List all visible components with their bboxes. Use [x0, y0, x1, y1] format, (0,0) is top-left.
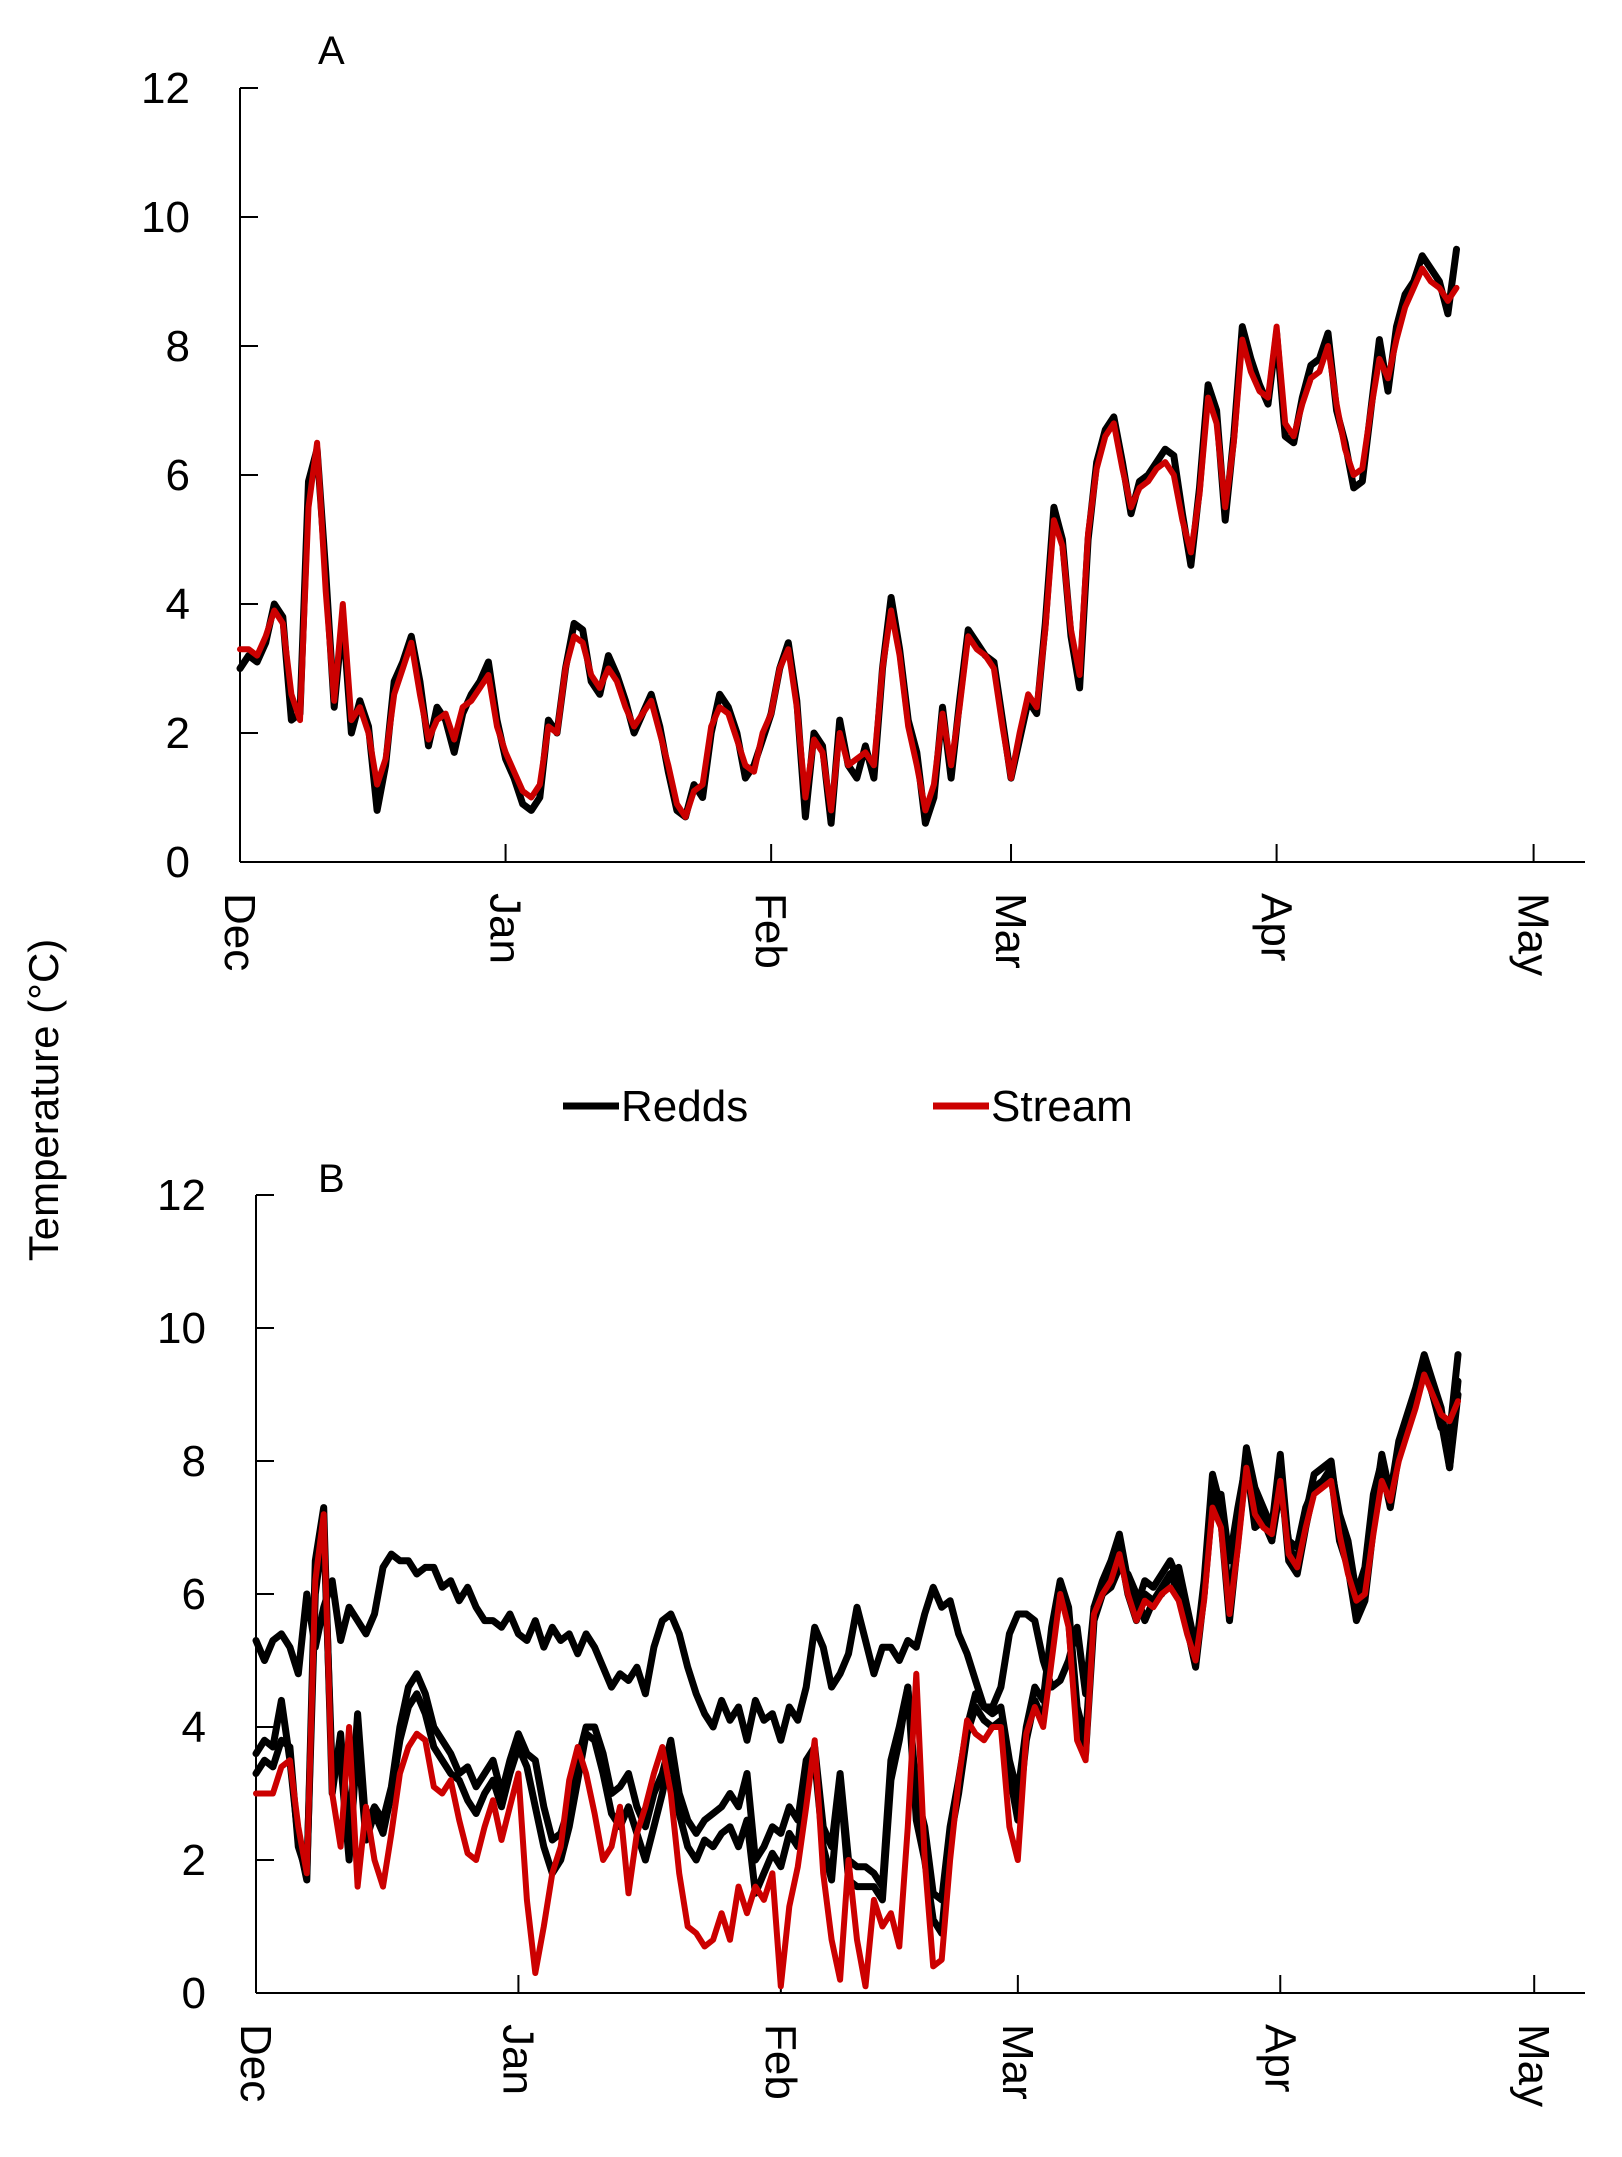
panel-b-stream-line-3: [253, 1371, 1461, 1990]
panel-b-redds-line-2: [252, 1364, 1462, 1937]
panel-a: A 0 2 4 6 8 10 12 Dec Jan Feb Mar Apr May: [141, 29, 1585, 976]
panel-a-y-tick-label: 4: [166, 580, 190, 629]
panel-a-month-label: Mar: [986, 893, 1035, 969]
panel-a-y-tick-label: 8: [166, 322, 190, 371]
panel-a-month-label: Apr: [1252, 893, 1301, 961]
panel-b-redds-line-1: [252, 1351, 1462, 1904]
panel-a-month-label: Feb: [746, 893, 795, 969]
panel-b-y-tick-label: 4: [182, 1703, 206, 1752]
panel-b-month-label: Jan: [493, 2024, 542, 2095]
panel-a-month-label: May: [1509, 893, 1558, 976]
panel-a-stream-line-1: [237, 265, 1460, 820]
panel-a-y-tick-label: 6: [166, 451, 190, 500]
panel-b-y-tick-label: 6: [182, 1570, 206, 1619]
panel-b-label: B: [318, 1157, 345, 1201]
panel-a-month-label: Jan: [481, 893, 530, 964]
panel-b-month-label: Dec: [231, 2024, 280, 2102]
panel-b-y-tick-label: 0: [182, 1969, 206, 2018]
panel-a-y-tick-label: 12: [141, 64, 190, 113]
panel-a-y-tick-label: 0: [166, 838, 190, 887]
y-axis-label: Temperature (°C): [20, 939, 67, 1262]
panel-a-label: A: [318, 29, 345, 73]
panel-a-y-tick-label: 10: [141, 193, 190, 242]
panel-b-y-tick-label: 10: [157, 1304, 206, 1353]
panel-b-month-label: Feb: [756, 2024, 805, 2100]
panel-a-y-tick-label: 2: [166, 709, 190, 758]
panel-b-y-tick-label: 12: [157, 1171, 206, 1220]
panel-b-y-tick-label: 8: [182, 1437, 206, 1486]
panel-b-month-label: Mar: [993, 2024, 1042, 2100]
panel-b-month-label: Apr: [1255, 2024, 1304, 2092]
panel-b-redds-line-0: [252, 1351, 1462, 1744]
panel-b-month-label: May: [1509, 2024, 1558, 2107]
legend: Redds Stream: [563, 1082, 1133, 1131]
panel-b: B 0 2 4 6 8 10 12 Dec Jan Feb Mar Apr May: [157, 1157, 1585, 2107]
panel-a-month-label: Dec: [215, 893, 264, 971]
legend-redds-label: Redds: [621, 1082, 748, 1131]
legend-stream-label: Stream: [991, 1082, 1133, 1131]
panel-b-y-tick-label: 2: [182, 1836, 206, 1885]
